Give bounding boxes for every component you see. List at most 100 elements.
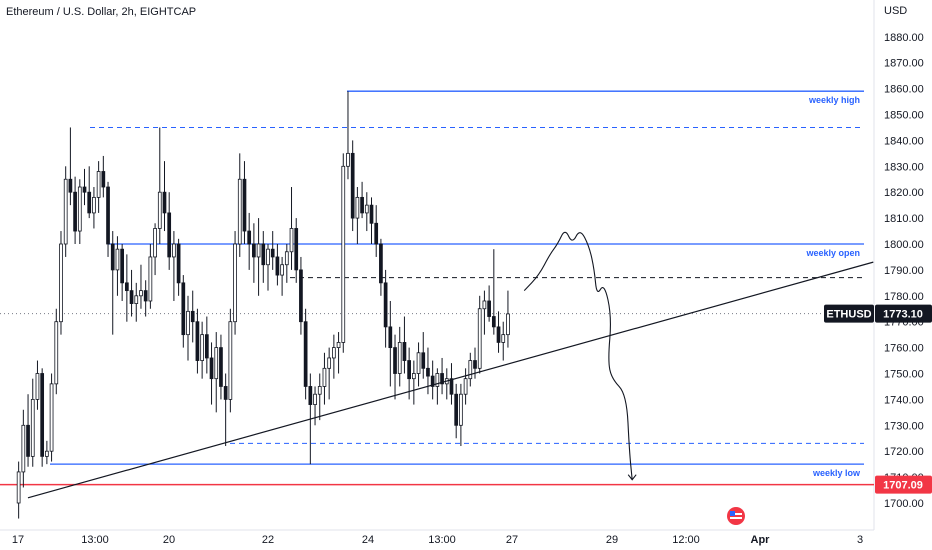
- symbol-badge[interactable]: ETHUSD: [824, 304, 874, 323]
- candle: [336, 332, 341, 374]
- candle-body: [496, 326, 501, 343]
- candle: [120, 244, 125, 301]
- candle: [30, 378, 35, 467]
- candle-body: [115, 248, 120, 271]
- time-tick-label: 13:00: [428, 534, 456, 546]
- candle: [68, 127, 73, 206]
- candle-body: [336, 342, 341, 349]
- price-tick-label: 1790.00: [884, 265, 924, 277]
- candle: [16, 461, 21, 519]
- price-tick-label: 1840.00: [884, 135, 924, 147]
- candle-body: [21, 424, 26, 473]
- candle: [294, 218, 299, 283]
- candle: [383, 269, 388, 348]
- candle: [407, 347, 411, 400]
- candle-body: [148, 256, 153, 302]
- candle-body: [261, 243, 266, 266]
- candle: [233, 231, 237, 335]
- candle: [77, 179, 82, 244]
- candle: [477, 295, 482, 374]
- level-label: weekly high: [808, 95, 860, 105]
- candle: [172, 231, 176, 301]
- candle: [261, 231, 266, 283]
- red-level-badge: 1707.09: [875, 475, 932, 494]
- candle-body: [59, 243, 63, 323]
- candle-body: [379, 243, 383, 284]
- time-axis: 17 13:00 20 22 24 13:00 27 29 12:00 Apr 3: [12, 534, 863, 546]
- candle: [388, 300, 393, 387]
- candle-body: [252, 243, 256, 258]
- price-tick-label: 1830.00: [884, 161, 924, 173]
- candle-body: [186, 310, 190, 336]
- candle: [54, 308, 59, 395]
- candle-body: [200, 334, 204, 361]
- candle-body: [355, 196, 360, 219]
- price-tick-label: 1880.00: [884, 32, 924, 44]
- candle-body: [190, 310, 195, 323]
- candle-body: [393, 347, 397, 374]
- candle-body: [487, 300, 491, 317]
- candle: [289, 187, 294, 270]
- forecast-path: [523, 231, 633, 480]
- candle: [350, 140, 355, 232]
- candle-body: [233, 243, 237, 323]
- candle-body: [77, 186, 82, 232]
- candle: [148, 244, 153, 309]
- candle-body: [383, 282, 388, 328]
- candle-body: [26, 424, 30, 457]
- time-tick-label: 3: [857, 534, 863, 546]
- candle: [204, 316, 209, 374]
- candle-body: [374, 222, 379, 245]
- candle: [444, 368, 449, 400]
- candle-body: [247, 230, 252, 245]
- price-badges: ETHUSD 1773.10 1707.09: [824, 304, 932, 494]
- chart-title: Ethereum / U.S. Dollar, 2h, EIGHTCAP: [6, 6, 197, 18]
- candle-body: [106, 186, 110, 245]
- candle: [237, 153, 242, 257]
- candle-body: [397, 342, 402, 374]
- candle-body: [134, 295, 139, 304]
- us-flag-event-icon[interactable]: [727, 507, 745, 525]
- candle: [327, 347, 332, 400]
- time-tick-label: 17: [12, 534, 24, 546]
- candle-body: [284, 251, 289, 266]
- candle-body: [82, 186, 87, 193]
- candle: [209, 342, 214, 405]
- candle: [115, 236, 120, 296]
- symbol-badge-bg: [824, 304, 874, 323]
- candle: [487, 285, 491, 322]
- candle-body: [491, 316, 496, 328]
- candle-body: [501, 334, 506, 343]
- candle: [266, 244, 270, 291]
- price-tick-label: 1870.00: [884, 58, 924, 70]
- candle-body: [139, 290, 143, 297]
- price-tick-label: 1720.00: [884, 446, 924, 458]
- candle: [435, 368, 440, 405]
- candle: [200, 321, 204, 379]
- candle: [374, 205, 379, 257]
- candle-body: [280, 264, 284, 276]
- candle-body: [237, 178, 242, 245]
- candle: [430, 360, 435, 400]
- candle: [440, 357, 444, 395]
- candle: [369, 197, 374, 244]
- candle-body: [92, 196, 96, 214]
- candle: [501, 321, 506, 361]
- drawings: [27, 231, 874, 499]
- candle-body: [364, 204, 369, 214]
- candle: [247, 212, 252, 270]
- candle-body: [242, 178, 247, 232]
- time-tick-label: 22: [262, 534, 274, 546]
- candle: [143, 280, 148, 317]
- candle: [228, 308, 233, 413]
- candle: [167, 192, 172, 270]
- candle: [313, 386, 317, 426]
- trendline: [27, 261, 874, 499]
- price-tick-label: 1850.00: [884, 110, 924, 122]
- candle-body: [346, 152, 350, 167]
- candle-body: [332, 347, 336, 359]
- time-tick-label: 12:00: [672, 534, 700, 546]
- candle: [181, 275, 186, 348]
- candle: [219, 334, 223, 400]
